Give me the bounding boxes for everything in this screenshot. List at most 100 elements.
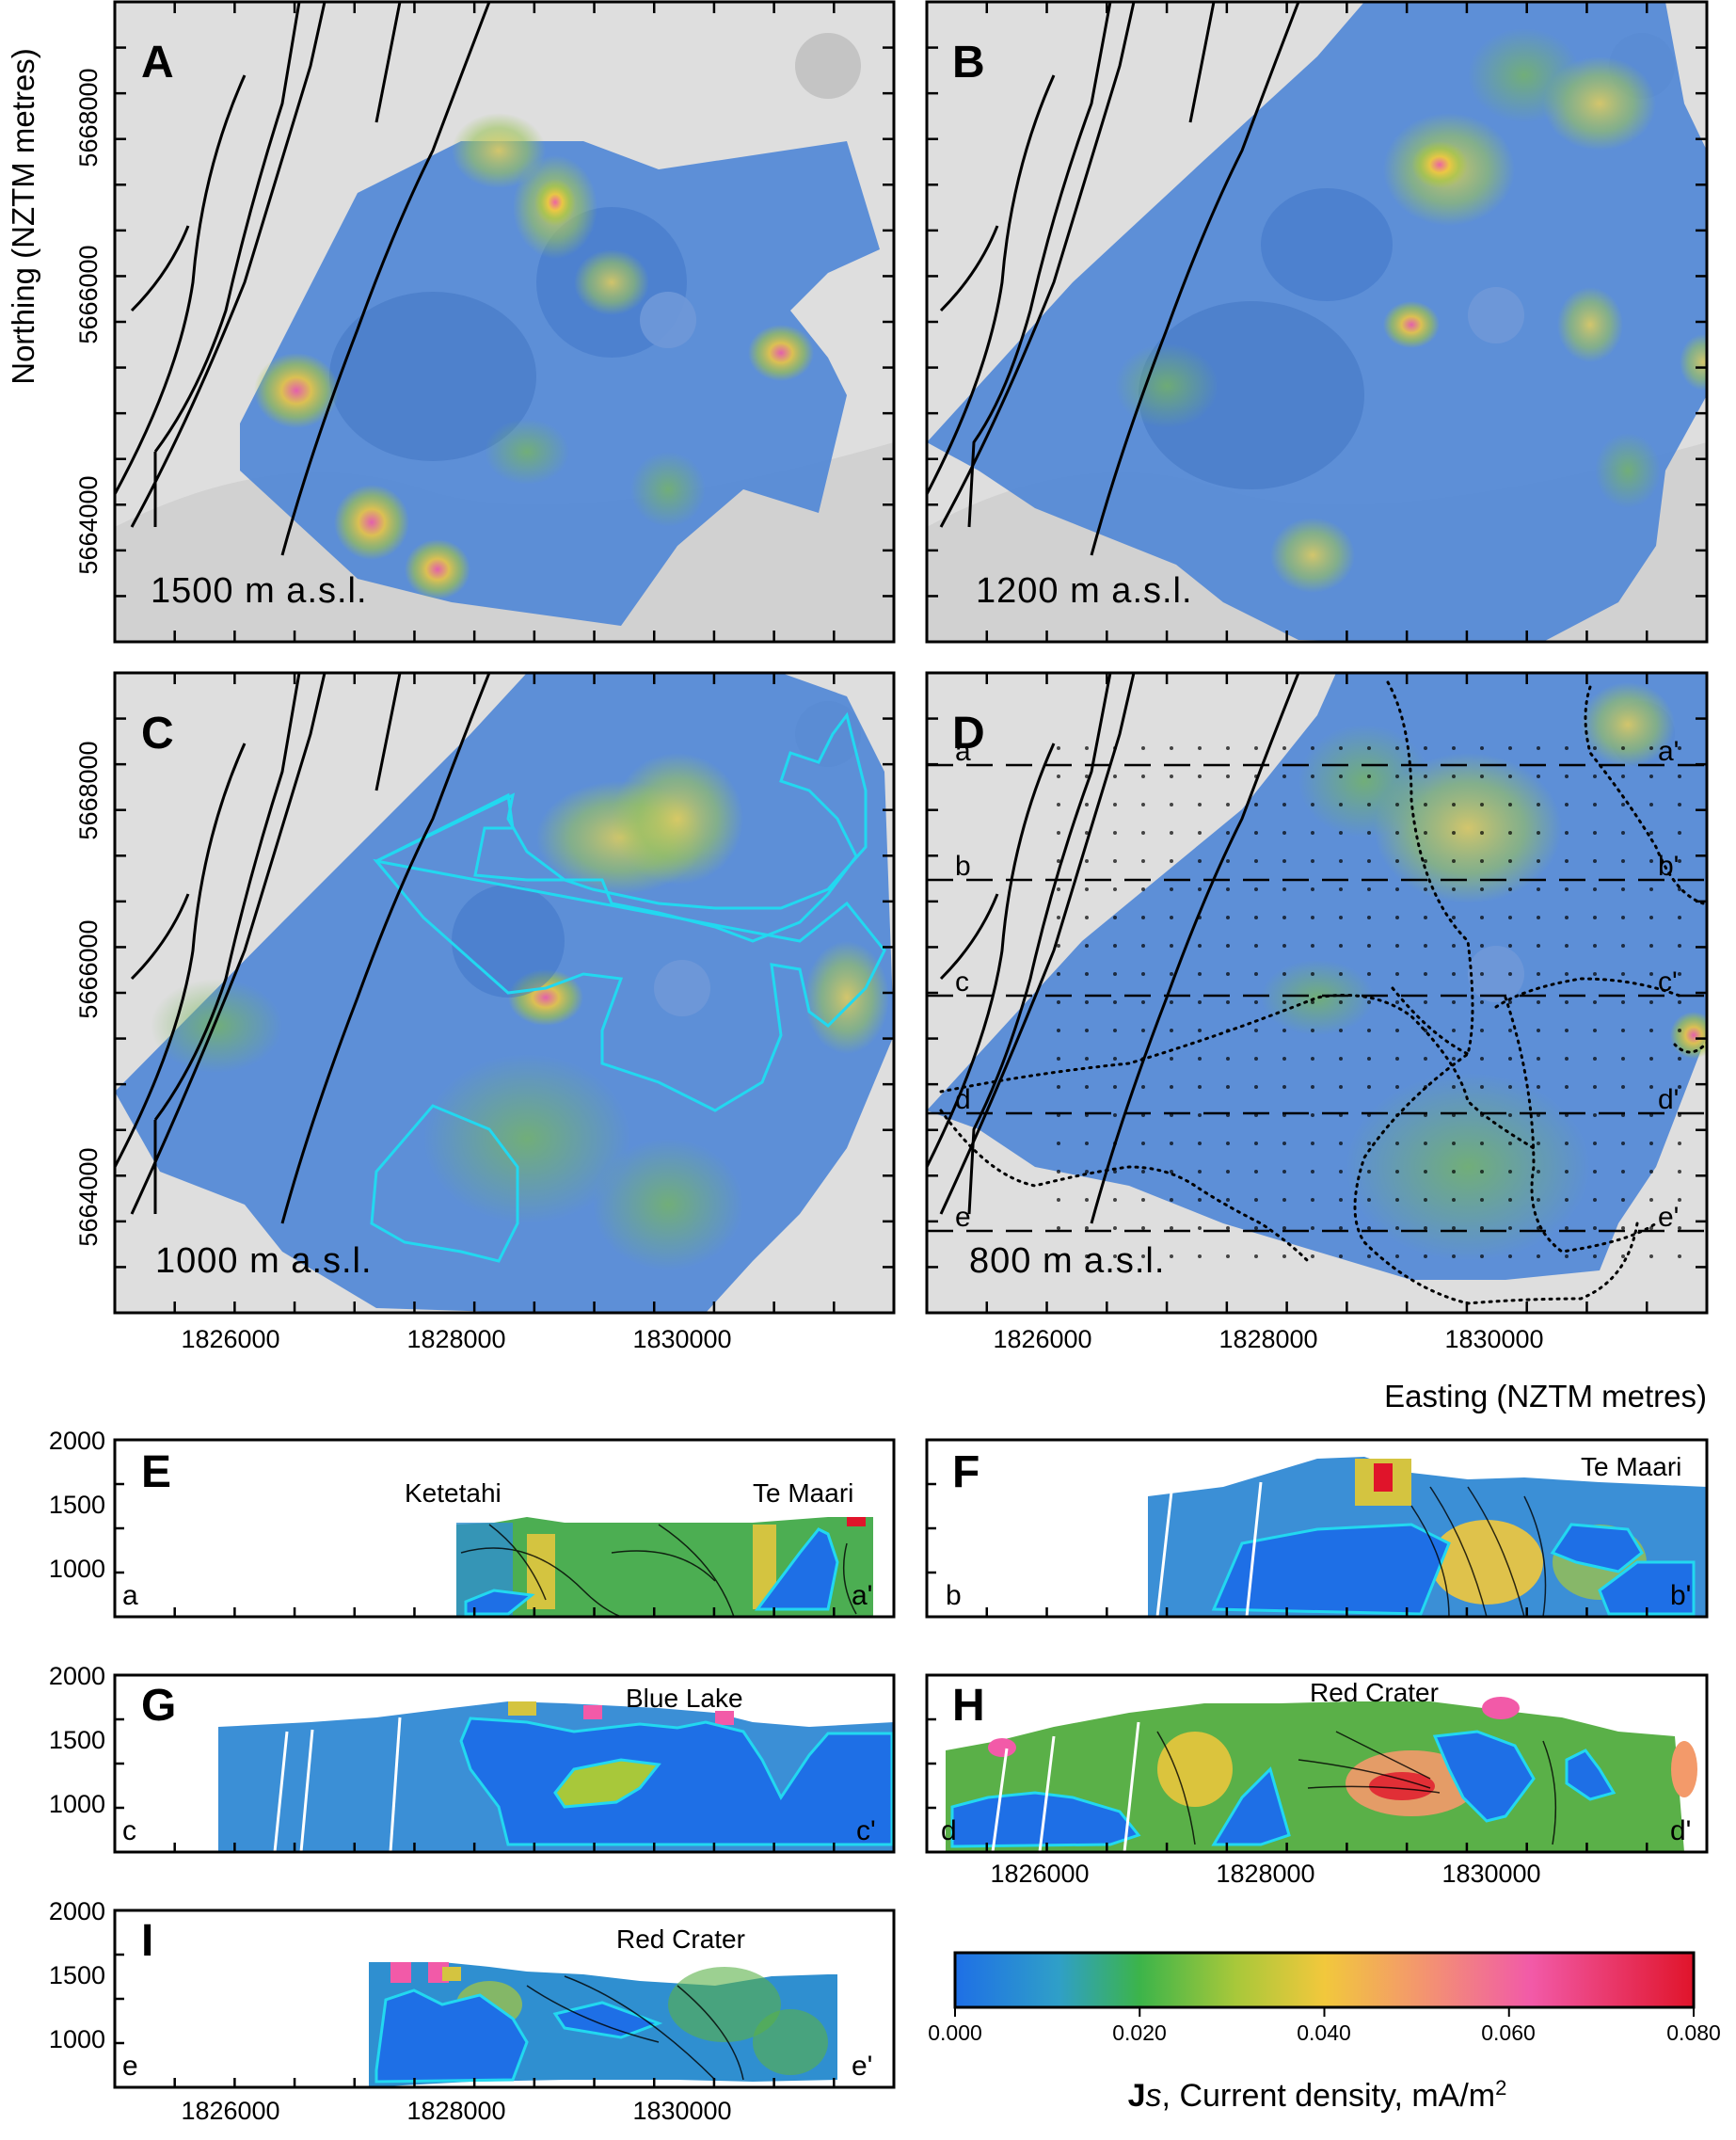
- panel-letter-G: G: [141, 1681, 176, 1731]
- y-axis-title: Northing (NZTM metres): [6, 48, 40, 385]
- elevation-tick-label: 1500: [49, 1491, 105, 1519]
- elevation-tick-label: 2000: [49, 1662, 105, 1690]
- easting-tick-label: 1830000: [1441, 1860, 1540, 1888]
- colorbar-title-rest: , Current density, mA/m: [1162, 2078, 1496, 2114]
- easting-tick-label: 1826000: [993, 1325, 1091, 1353]
- section-panel-I: I Red Crater e e' 1826000 1828000 183000…: [113, 1908, 896, 2125]
- colorbar-title: Js, Current density, mA/m2: [1128, 2076, 1507, 2115]
- section-end-b-prime: b': [1670, 1580, 1691, 1611]
- elevation-tick-label: 1000: [49, 1555, 105, 1583]
- colorbar-gradient: [953, 1951, 1696, 2009]
- easting-tick-label: 1830000: [632, 2097, 731, 2125]
- northing-tick-label: 5668000: [74, 741, 103, 839]
- easting-tick-label: 1828000: [1218, 1325, 1317, 1353]
- colorbar-tick-label: 0.040: [1297, 2020, 1351, 2045]
- section-panel-H: H Red Crater d d' 1826000 1828000 183000…: [925, 1673, 1709, 1888]
- easting-tick-labels: 1826000 1828000 1830000 1826000 1828000 …: [181, 1325, 1543, 1353]
- profile-label-d-prime: d': [1658, 1084, 1679, 1115]
- colorbar-tick-label: 0.020: [1112, 2020, 1167, 2045]
- fault-lines: [115, 673, 491, 1224]
- northing-tick-label: 5666000: [74, 919, 103, 1018]
- resistive-body-outlines: [370, 711, 886, 1263]
- colorbar-tick-label: 0.080: [1666, 2020, 1721, 2045]
- northing-tick-label: 5664000: [74, 1147, 103, 1246]
- northing-tick-label: 5666000: [74, 245, 103, 343]
- panel-letter-D: D: [952, 709, 985, 759]
- map-panel-A: [115, 2, 894, 642]
- profile-lines: [927, 763, 1707, 1233]
- section-end-d-prime: d': [1670, 1815, 1691, 1846]
- section-ticks: [115, 1482, 1648, 2087]
- section-start-d: d: [941, 1815, 957, 1846]
- profile-label-a: a: [955, 736, 971, 767]
- easting-tick-label: 1828000: [406, 2097, 505, 2125]
- northing-tick-labels: 5668000 5666000 5664000 5668000 5666000 …: [74, 68, 103, 1246]
- profile-label-a-prime: a': [1658, 736, 1679, 767]
- elevation-tick-label: 1000: [49, 1790, 105, 1818]
- elevation-label-B: 1200 m a.s.l.: [976, 571, 1193, 611]
- profile-label-b-prime: b': [1658, 851, 1679, 882]
- elevation-tick-label: 1500: [49, 1726, 105, 1754]
- profile-label-c-prime: c': [1658, 966, 1678, 998]
- section-panel-G: G Blue Lake c c': [113, 1673, 896, 1854]
- map-panel-B: [927, 2, 1707, 642]
- profile-label-c: c: [955, 966, 969, 998]
- panel-letter-A: A: [141, 38, 174, 88]
- elevation-tick-label: 2000: [49, 1897, 105, 1925]
- panel-letter-F: F: [952, 1447, 979, 1497]
- easting-tick-label: 1828000: [1216, 1860, 1314, 1888]
- profile-label-e: e: [955, 1202, 971, 1233]
- section-start-e: e: [122, 2051, 138, 2082]
- fault-lines: [927, 2, 1300, 556]
- easting-tick-label: 1830000: [1444, 1325, 1543, 1353]
- northing-tick-label: 5668000: [74, 68, 103, 167]
- panel-letter-H: H: [952, 1681, 985, 1731]
- elevation-tick-label: 2000: [49, 1427, 105, 1455]
- easting-tick-label: 1828000: [406, 1325, 505, 1353]
- place-label-red-crater: Red Crater: [616, 1924, 745, 1954]
- profile-label-d: d: [955, 1084, 971, 1115]
- section-end-c-prime: c': [856, 1815, 876, 1846]
- section-panel-E: E Ketetahi Te Maari a a': [113, 1438, 896, 1619]
- colorbar-title-sup: 2: [1495, 2076, 1506, 2100]
- colorbar-tick-label: 0.060: [1481, 2020, 1536, 2045]
- northing-tick-label: 5664000: [74, 475, 103, 574]
- colorbar-tick-label: 0.000: [928, 2020, 982, 2045]
- place-label-red-crater: Red Crater: [1310, 1678, 1439, 1707]
- easting-tick-label: 1826000: [181, 2097, 279, 2125]
- elevation-tick-label: 1000: [49, 2025, 105, 2053]
- elevation-tick-label: 1500: [49, 1961, 105, 1989]
- section-start-a: a: [122, 1580, 138, 1611]
- profile-label-b: b: [955, 851, 971, 882]
- elevation-label-D: 800 m a.s.l.: [969, 1241, 1165, 1281]
- elevation-tick-labels: 2000 1500 1000 2000 1500 1000 2000 1500 …: [49, 1427, 105, 2053]
- section-end-a-prime: a': [852, 1580, 872, 1611]
- fault-lines: [927, 673, 1300, 1224]
- place-label-te-maari: Te Maari: [753, 1478, 853, 1508]
- map-panel-C: [115, 673, 894, 1313]
- place-label-te-maari: Te Maari: [1581, 1452, 1681, 1481]
- panel-letter-I: I: [141, 1916, 153, 1966]
- x-axis-title: Easting (NZTM metres): [1384, 1379, 1707, 1413]
- section-end-e-prime: e': [852, 2051, 872, 2082]
- panel-letter-E: E: [141, 1447, 171, 1497]
- place-label-blue-lake: Blue Lake: [626, 1684, 743, 1713]
- fault-lines: [115, 2, 491, 556]
- easting-tick-label: 1826000: [181, 1325, 279, 1353]
- panel-letter-C: C: [141, 709, 174, 759]
- profile-label-e-prime: e': [1658, 1202, 1679, 1233]
- panel-letter-B: B: [952, 38, 985, 88]
- map-ticks: [115, 2, 1707, 1313]
- section-start-c: c: [122, 1815, 136, 1846]
- section-start-b: b: [946, 1580, 962, 1611]
- colorbar-title-bold: J: [1128, 2078, 1146, 2114]
- easting-tick-label: 1826000: [990, 1860, 1089, 1888]
- place-label-ketetahi: Ketetahi: [405, 1478, 502, 1508]
- easting-tick-label: 1830000: [632, 1325, 731, 1353]
- map-panel-D: [927, 673, 1707, 1313]
- elevation-label-C: 1000 m a.s.l.: [155, 1241, 373, 1281]
- colorbar-title-italic: s: [1146, 2078, 1162, 2114]
- colorbar: 0.000 0.020 0.040 0.060 0.080 Js, Curren…: [928, 1951, 1721, 2115]
- elevation-label-A: 1500 m a.s.l.: [151, 571, 368, 611]
- section-panel-F: F Te Maari b b': [925, 1438, 1709, 1619]
